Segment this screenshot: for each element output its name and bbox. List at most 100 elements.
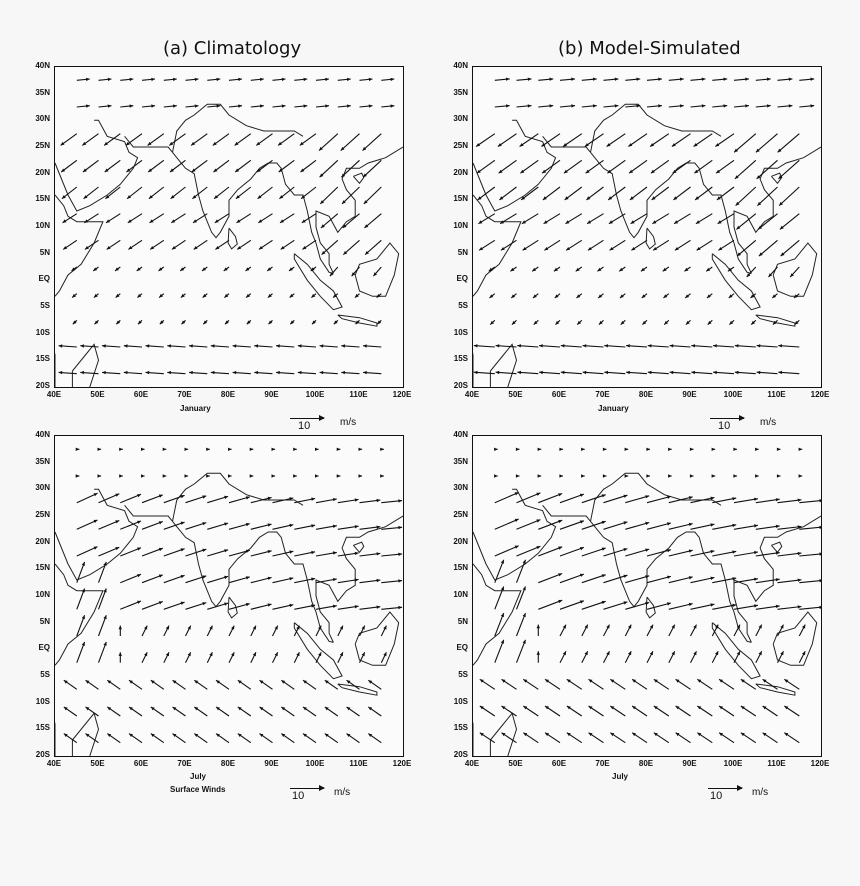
wind-vector [315,625,322,637]
wind-vector [181,319,186,325]
wind-vector [315,498,337,504]
wind-vector [555,319,561,326]
wind-vector [668,624,676,637]
lat-tick-label: 10N [453,221,468,230]
wind-vector [315,474,319,478]
reference-arrow-icon [290,414,325,422]
coastline [473,488,557,581]
lat-tick-label: 15N [453,563,468,573]
wind-vector [799,525,821,530]
coastline [72,712,100,756]
wind-vector [228,625,235,637]
lat-tick-label: 15S [35,723,50,733]
wind-vector [588,678,604,690]
wind-vector [97,588,107,610]
wind-vector [559,624,567,637]
wind-vector [158,293,165,299]
wind-vector [515,474,520,478]
coastline [55,194,104,297]
lat-tick-label: 20S [453,381,468,390]
wind-vector [341,344,360,348]
lat-tick-label: 15N [35,194,50,204]
wind-vector [560,370,582,375]
reference-unit: m/s [340,417,357,428]
wind-vector [163,548,185,557]
wind-vector [716,186,735,201]
lon-tick-label: 70E [595,390,610,399]
wind-vector [799,579,821,584]
wind-vector [588,705,604,717]
wind-vector [228,474,232,478]
wind-vector [631,705,648,717]
wind-vector [554,293,561,299]
wind-vector [359,525,381,530]
wind-vector [762,732,778,744]
wind-vector [651,186,670,201]
lon-tick-label: 120E [392,759,412,768]
wind-vector [718,705,735,717]
wind-vector [276,344,295,348]
wind-vector [272,603,294,610]
wind-vector [607,186,626,201]
wind-vector [106,679,121,690]
wind-vector [259,733,273,744]
wind-vector [628,159,648,174]
wind-vector [778,159,800,180]
wind-vector [694,186,713,201]
wind-vector [267,293,273,299]
lat-tick-label: 40N [453,430,468,439]
wind-vector [150,706,165,717]
wind-vector [566,732,583,744]
caption-month: July [190,772,207,781]
wind-vector [758,239,778,257]
lon-tick-label: 100E [723,759,743,768]
wind-vector [75,447,80,451]
wind-vector [106,239,121,250]
wind-vector [346,679,360,690]
lat-tick-label: 5N [457,247,468,257]
wind-vector [689,447,694,451]
wind-vector [646,650,654,663]
coastline [590,472,722,522]
lat-tick-label: 25N [35,141,50,150]
wind-vector [733,604,758,610]
wind-vector [668,522,693,530]
wind-vector [172,706,186,717]
wind-vector [321,239,339,256]
wind-vector [337,498,359,504]
wind-vector [517,370,539,375]
wind-vector [319,370,338,375]
wind-vector [114,266,121,272]
wind-vector [628,133,648,147]
wind-vector [565,239,583,251]
wind-vector [300,159,317,173]
wind-vector [711,474,716,478]
reference-arrow-icon [710,414,745,422]
wind-vector [618,266,626,272]
wind-vector [538,599,563,610]
wind-vector [167,370,186,375]
wind-vector [712,104,728,108]
wind-vector [250,603,272,610]
wind-vector [631,678,648,690]
wind-vector [72,319,78,325]
wind-vector [646,474,650,478]
coastline [353,172,365,185]
lat-tick-label: 10N [35,221,50,230]
wind-vector [337,652,344,663]
lat-tick-label: 30N [35,114,50,124]
wind-vector [581,520,606,530]
wind-vector [733,133,757,153]
wind-vector [510,293,517,299]
wind-vector [171,239,186,250]
wind-vector [329,266,339,277]
coastline [55,119,139,212]
wind-vector [250,652,257,663]
lat-tick-label: 15N [35,563,50,573]
wind-vector [711,447,716,451]
wind-vector [755,524,780,530]
reference-value: 10 [710,790,723,802]
wind-vector [123,370,143,375]
wind-vector [207,77,221,82]
wind-vector [630,213,648,225]
